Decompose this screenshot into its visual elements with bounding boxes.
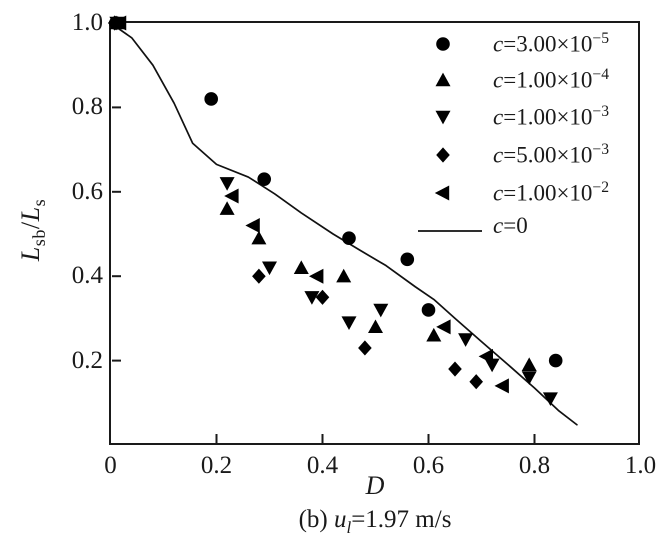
x-tick-label: 0.2 (200, 452, 233, 479)
diamond-marker (436, 147, 450, 163)
circle-marker (436, 37, 450, 51)
triangle-down-marker (435, 110, 451, 125)
triangle-up-marker-icon (435, 72, 451, 87)
x-tick-label: 0.6 (412, 452, 445, 479)
y-axis-label-sub1: sb (29, 229, 50, 247)
x-tick-label: 0.4 (306, 452, 339, 479)
circle-marker-icon (436, 37, 450, 51)
legend-label: c=1.00×10−2 (493, 179, 610, 206)
legend-item-c=3.00e-5: c=3.00×10−5 (404, 26, 609, 62)
triangle-up-marker (435, 72, 451, 87)
y-tick-label: 1.0 (71, 9, 103, 36)
triangle-left-marker-icon (434, 185, 450, 201)
x-tick-label: 1.0 (624, 452, 657, 479)
triangle-down-marker-icon (435, 110, 451, 125)
y-axis-label-l2: L (15, 206, 45, 222)
y-axis-label: Lsb/Ls (16, 199, 50, 261)
x-axis-label: D (365, 471, 385, 500)
figure-caption: (b) ul=1.97 m/s (299, 506, 452, 538)
y-axis-label-sep: / (15, 221, 45, 230)
diamond-marker-icon (436, 147, 450, 163)
y-tick-label: 0.8 (71, 93, 103, 121)
y-tick-label: 0.6 (71, 177, 103, 205)
triangle-left-marker (434, 185, 450, 201)
legend-label: c=1.00×10−4 (493, 66, 610, 93)
x-tick-label: 0 (104, 452, 117, 479)
legend-label: c=0 (493, 213, 528, 238)
legend-item-c=1.00e-2: c=1.00×10−2 (404, 175, 609, 211)
line-sample-icon (418, 230, 482, 232)
caption-subscript: l (346, 518, 352, 537)
legend-item-c=0: c=0 (404, 208, 528, 244)
caption-suffix: =1.97 m/s (351, 506, 452, 533)
legend-label: c=1.00×10−3 (493, 103, 610, 130)
legend-item-c=1.00e-4: c=1.00×10−4 (404, 62, 609, 98)
y-tick-label: 0.4 (71, 262, 103, 290)
y-axis-label-l1: L (15, 246, 45, 262)
legend-label: c=5.00×10−3 (493, 141, 610, 168)
legend-item-c=1.00e-3: c=1.00×10−3 (404, 99, 609, 135)
legend-label: c=3.00×10−5 (493, 30, 610, 57)
caption-variable: u (333, 506, 347, 533)
y-axis-label-sub2: s (29, 198, 50, 207)
legend-item-c=5.00e-3: c=5.00×10−3 (404, 137, 609, 173)
caption-prefix: (b) (298, 506, 334, 533)
x-tick-label: 0.8 (518, 452, 551, 479)
y-tick-label: 0.2 (71, 346, 103, 374)
